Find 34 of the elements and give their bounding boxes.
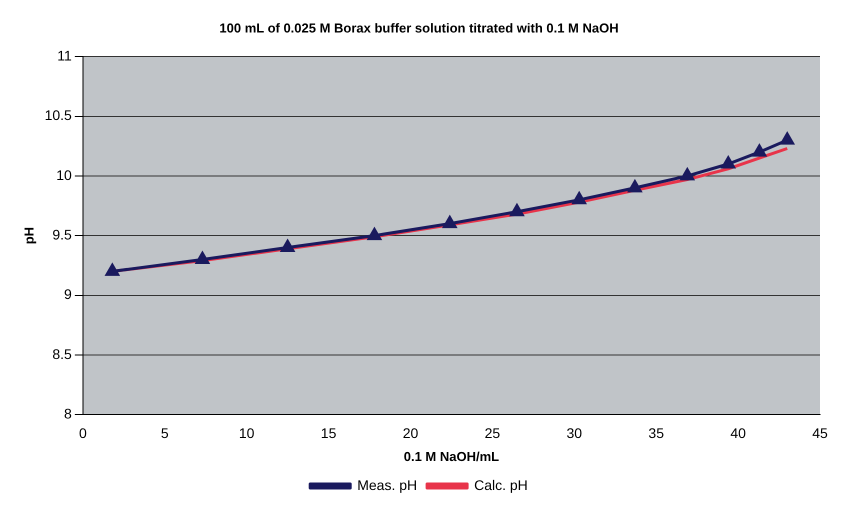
y-tick-label: 8.5 [52, 346, 72, 362]
point [368, 228, 382, 240]
point [628, 180, 642, 192]
x-tick-label: 45 [812, 424, 828, 441]
legend-label: Meas. pH [357, 476, 418, 493]
y-tick-label: 9.5 [52, 226, 72, 242]
x-tick-label: 20 [402, 424, 418, 441]
point [722, 156, 735, 168]
chart-title: 100 mL of 0.025 M Borax buffer solution titrated with 0.1 M NaOH [219, 20, 619, 36]
x-tick-label: 10 [238, 424, 255, 441]
x-tick-label: 5 [160, 424, 169, 441]
y-axis-title: pH [21, 226, 36, 244]
x-tick-label: 25 [484, 424, 500, 441]
point [106, 264, 120, 276]
point [510, 204, 524, 216]
x-tick-label: 15 [320, 424, 337, 441]
y-tick-label: 11 [57, 47, 72, 64]
point [572, 192, 586, 204]
point [752, 144, 766, 157]
y-tick-label: 10.5 [44, 107, 72, 124]
point [443, 216, 456, 228]
y-tick-label: 8 [64, 405, 72, 422]
y-tick-label: 10 [56, 166, 72, 183]
point [780, 132, 794, 145]
point [196, 252, 210, 264]
legend-label: Calc. pH [474, 476, 528, 493]
x-tick-label: 35 [648, 424, 664, 441]
point [680, 168, 694, 180]
point [280, 240, 294, 252]
x-tick-label: 30 [566, 424, 582, 441]
x-axis-title: 0.1 M NaOH/mL [404, 448, 500, 464]
x-tick-label: 0 [78, 424, 87, 441]
y-tick-label: 9 [64, 286, 72, 302]
x-tick-label: 40 [730, 424, 746, 441]
